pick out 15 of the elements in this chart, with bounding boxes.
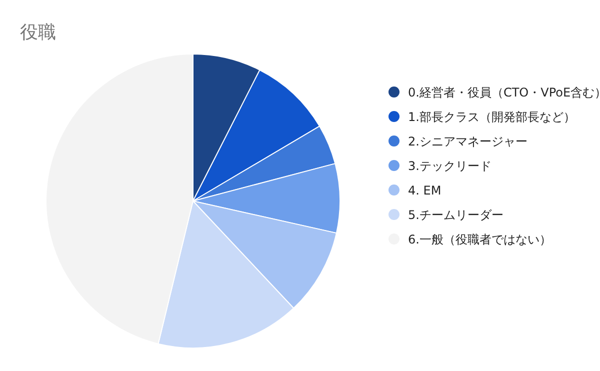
- legend-label: 1.部長クラス（開発部長など）: [408, 110, 576, 124]
- chart-title: 役職: [20, 22, 56, 43]
- pie-slice: [192, 70, 320, 202]
- pie-slice: [192, 54, 260, 202]
- legend-label: 0.経営者・役員（CTO・VPoE含む）: [408, 86, 600, 100]
- legend-label: 6.一般（役職者ではない）: [408, 232, 552, 246]
- pie-slice: [158, 200, 294, 348]
- legend-label: 5.チームリーダー: [408, 208, 504, 222]
- legend-label: 2.シニアマネージャー: [408, 134, 528, 148]
- legend-label: 4. EM: [408, 184, 442, 198]
- pie-slice: [192, 126, 336, 202]
- pie-slice: [192, 200, 337, 309]
- pie-slice: [192, 163, 340, 234]
- legend-label: 3.テックリード: [408, 159, 492, 173]
- pie-slice: [46, 54, 194, 344]
